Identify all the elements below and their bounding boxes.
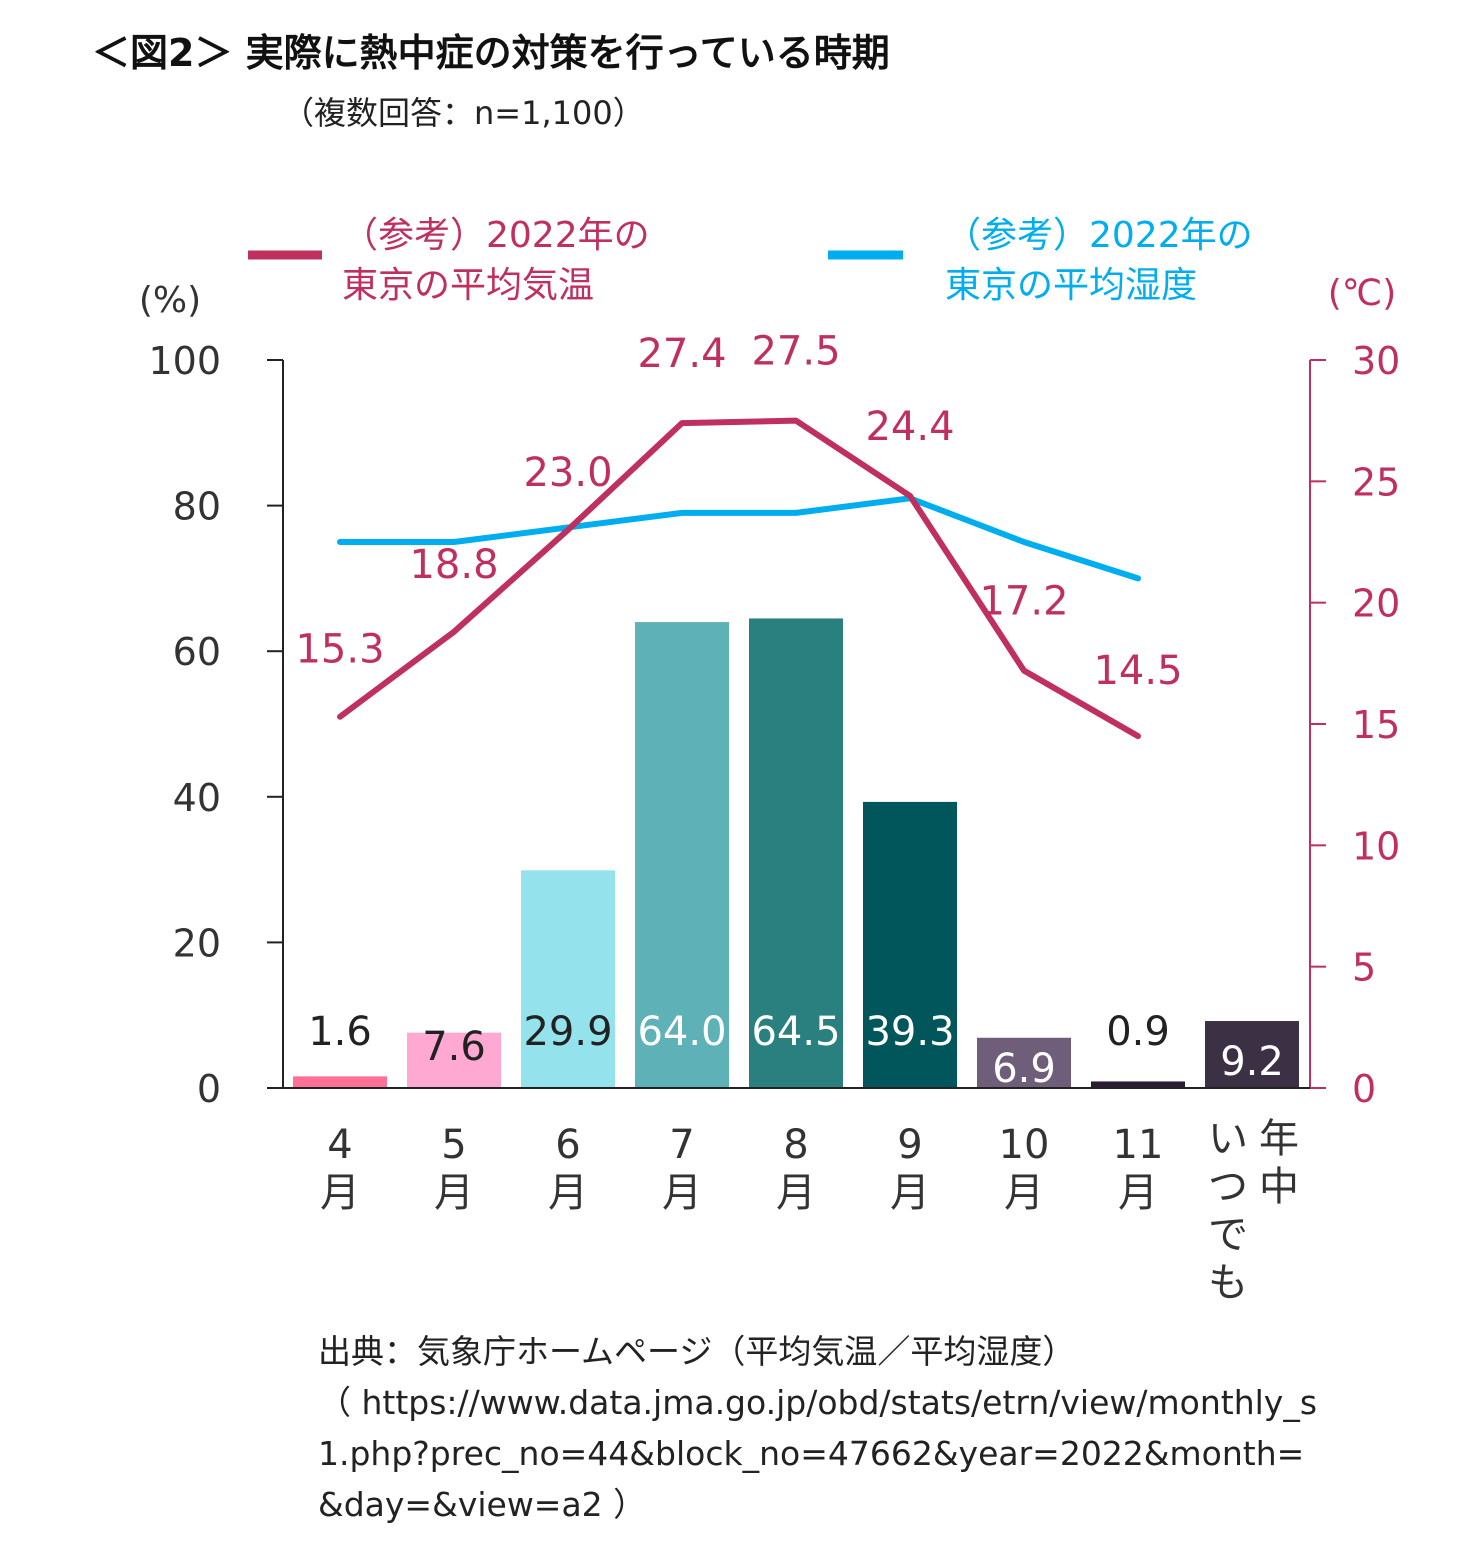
x-tick-label-char: も <box>1208 1260 1248 1306</box>
y-left-tick-label: 100 <box>148 339 221 383</box>
source-note: 出典：気象庁ホームページ（平均気温／平均湿度） （ https://www.da… <box>318 1326 1318 1530</box>
bar-label-5: 39.3 <box>865 1009 954 1055</box>
x-tick-label: 月 <box>434 1170 474 1216</box>
x-tick-label: 月 <box>320 1170 360 1216</box>
source-url: （ https://www.data.jma.go.jp/obd/stats/e… <box>318 1383 1318 1524</box>
x-tick-label-char: い <box>1208 1116 1248 1162</box>
y-left-tick-label: 60 <box>173 630 221 674</box>
legend-label-temperature: （参考）2022年の <box>342 215 650 256</box>
bar-4 <box>749 618 843 1088</box>
x-tick-label: 月 <box>776 1170 816 1216</box>
y-right-tick-label: 0 <box>1352 1067 1376 1111</box>
chart-title: ＜図2＞ 実際に熱中症の対策を行っている時期 <box>92 31 890 75</box>
x-tick-label-char: で <box>1208 1212 1248 1258</box>
bar-8 <box>1205 1021 1299 1088</box>
x-tick-label: 5 <box>441 1122 466 1168</box>
x-tick-label: 9 <box>897 1122 922 1168</box>
bar-1 <box>407 1032 501 1088</box>
humidity-line <box>337 495 1141 582</box>
bar-label-7: 0.9 <box>1106 1009 1170 1055</box>
bar-layer <box>293 618 1299 1088</box>
y-left-tick-label: 80 <box>173 485 221 529</box>
temperature-label-7: 14.5 <box>1093 648 1182 694</box>
bar-label-1: 7.6 <box>422 1024 486 1070</box>
bar-label-8: 9.2 <box>1220 1039 1284 1085</box>
lines-layer <box>337 417 1141 740</box>
legend-label-temperature: 東京の平均気温 <box>342 265 594 306</box>
x-tick-label-char: つ <box>1208 1164 1248 1210</box>
bar-7 <box>1091 1081 1185 1088</box>
temperature-label-6: 17.2 <box>979 579 1068 625</box>
temperature-line <box>337 417 1141 740</box>
temperature-label-2: 23.0 <box>523 450 612 496</box>
x-tick-label-char: 年 <box>1259 1116 1299 1162</box>
bar-3 <box>635 622 729 1088</box>
bar-label-3: 64.0 <box>637 1009 726 1055</box>
y-left-tick-label: 40 <box>173 776 221 820</box>
x-tick-label-char: 中 <box>1259 1164 1299 1210</box>
y-right-tick-label: 20 <box>1352 582 1400 626</box>
x-tick-label: 月 <box>548 1170 588 1216</box>
axes-layer: 020406080100(%)051015202530(℃)4月5月6月7月8月… <box>139 273 1401 1306</box>
source-label: 出典：気象庁ホームページ（平均気温／平均湿度） <box>318 1332 1076 1371</box>
x-tick-label: 4 <box>327 1122 352 1168</box>
x-tick-label: 月 <box>662 1170 702 1216</box>
labels-layer: 15.3 18.8 23.0 27.4 27.5 24.4 17.2 14.5 1.6 7.6 29… <box>295 329 1283 1092</box>
chart-subtitle: （複数回答：n=1,100） <box>282 94 645 132</box>
x-tick-label: 月 <box>1118 1170 1158 1216</box>
x-tick-label: 11 <box>1113 1122 1164 1168</box>
temperature-label-4: 27.5 <box>751 329 840 375</box>
x-tick-label: 8 <box>783 1122 808 1168</box>
y-right-tick-label: 15 <box>1352 703 1400 747</box>
y-right-tick-label: 5 <box>1352 946 1376 990</box>
bar-5 <box>863 801 957 1088</box>
y-right-tick-label: 30 <box>1352 339 1400 383</box>
x-tick-label: 10 <box>999 1122 1050 1168</box>
y-left-tick-label: 20 <box>173 921 221 965</box>
bar-6 <box>977 1037 1071 1088</box>
x-tick-label: 月 <box>1004 1170 1044 1216</box>
legend-label-humidity: 東京の平均湿度 <box>945 265 1197 306</box>
temperature-label-0: 15.3 <box>295 627 384 673</box>
legend-label-humidity: （参考）2022年の <box>945 215 1253 256</box>
y-right-axis-label: (℃) <box>1328 273 1397 314</box>
y-left-axis-label: (%) <box>139 280 201 321</box>
bar-2 <box>521 870 615 1088</box>
x-tick-label: 月 <box>890 1170 930 1216</box>
bar-label-6: 6.9 <box>992 1046 1056 1092</box>
temperature-label-3: 27.4 <box>637 331 726 377</box>
y-right-tick-label: 10 <box>1352 824 1400 868</box>
bar-label-0: 1.6 <box>308 1009 372 1055</box>
temperature-label-5: 24.4 <box>865 404 954 450</box>
x-tick-label: 7 <box>669 1122 694 1168</box>
x-tick-label: 6 <box>555 1122 580 1168</box>
bar-0 <box>293 1076 387 1088</box>
temperature-label-1: 18.8 <box>409 542 498 588</box>
chart-canvas: 020406080100(%)051015202530(℃)4月5月6月7月8月… <box>139 215 1401 1306</box>
y-right-tick-label: 25 <box>1352 460 1400 504</box>
bar-label-2: 29.9 <box>523 1009 612 1055</box>
bar-label-4: 64.5 <box>751 1009 840 1055</box>
y-left-tick-label: 0 <box>197 1067 221 1111</box>
